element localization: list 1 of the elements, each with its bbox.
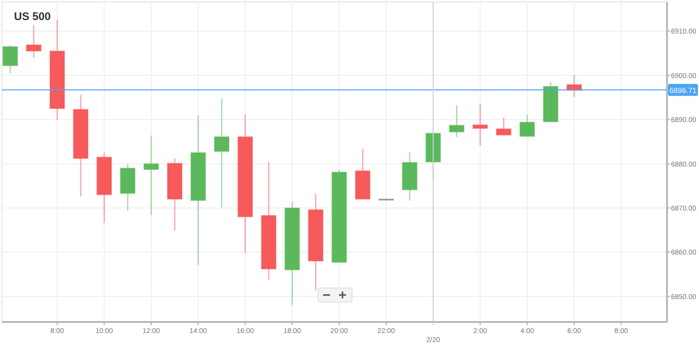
text: US 500 bbox=[14, 11, 51, 23]
